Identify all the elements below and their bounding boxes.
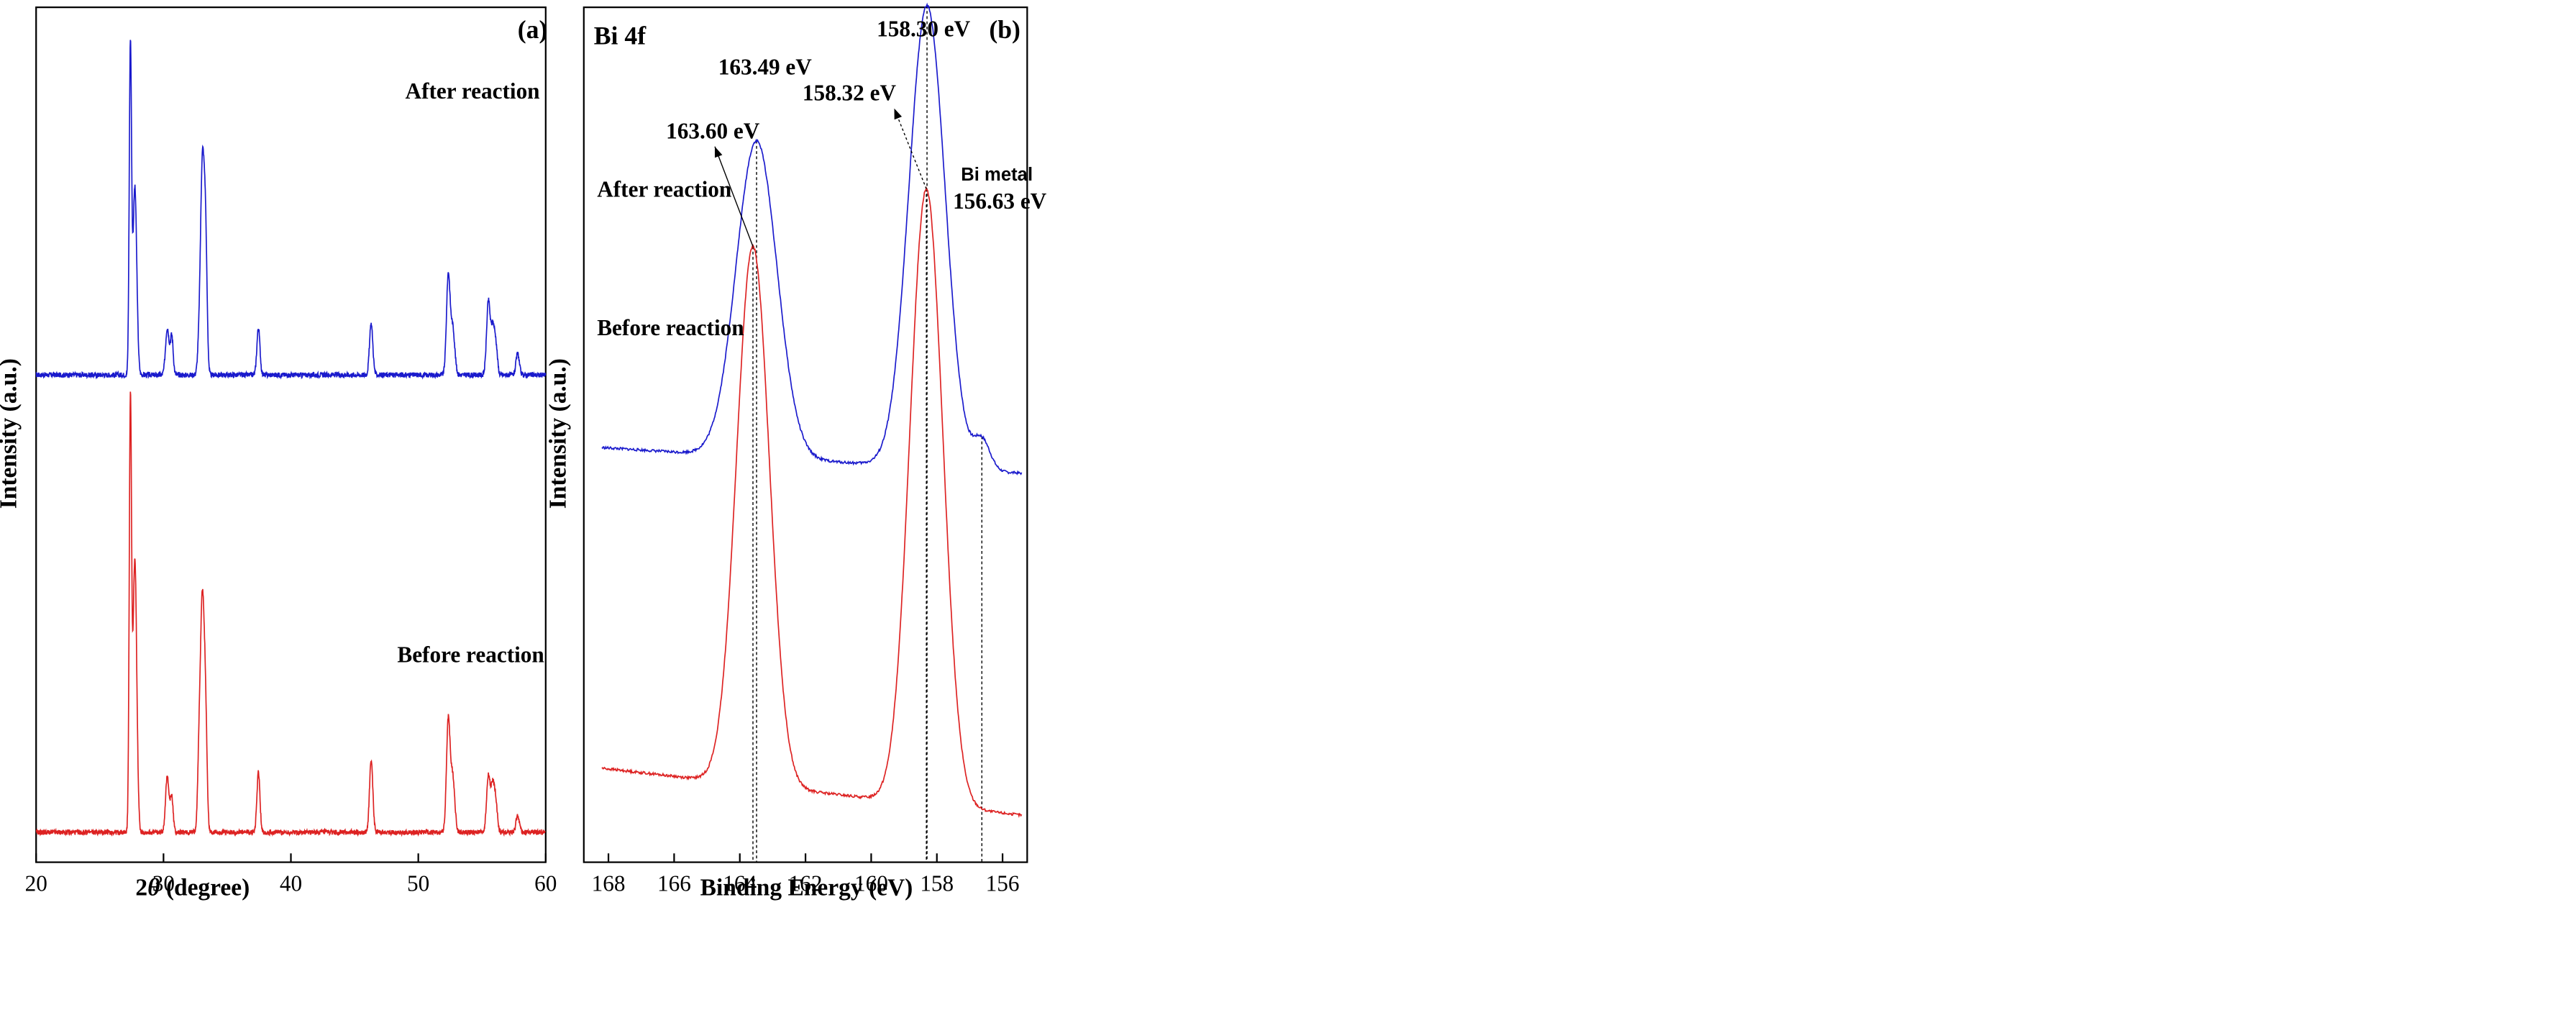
x-axis-title-a-symbol: θ <box>147 874 160 901</box>
x-tick-label-b: 156 <box>986 871 1020 896</box>
guide-lines-b <box>752 6 983 863</box>
series-label-before-a: Before reaction <box>397 642 544 668</box>
x-axis-title-a: 2θ (degree) <box>135 874 250 901</box>
shift-arrow-2 <box>893 108 927 189</box>
x-axis-title-a-prefix: 2 <box>135 874 147 901</box>
x-tick-label-a: 60 <box>534 871 557 896</box>
bi-metal-label: Bi metal <box>961 165 1033 185</box>
peak-label-before-1: 163.60 eV <box>666 119 760 144</box>
y-axis-title-b: Intensity (a.u.) <box>545 358 572 509</box>
panel-b-xps: 168 166 164 162 160 158 156 Bi 4f (b) 163.49 e… <box>545 2 1047 901</box>
y-axis-title-a: Intensity (a.u.) <box>0 358 22 509</box>
x-tick-label-b: 168 <box>592 871 626 896</box>
series-label-after-a: After reaction <box>406 78 540 104</box>
x-axis-title-a-suffix: (degree) <box>160 874 250 901</box>
plot-area-a <box>35 6 547 863</box>
chart-title-b: Bi 4f <box>594 21 647 50</box>
shift-arrow-1 <box>714 146 754 247</box>
shift-arrow-1-head <box>714 146 723 158</box>
shift-arrows <box>714 108 927 247</box>
x-tick-label-a: 20 <box>25 871 47 896</box>
panel-a-xrd: 20 30 40 50 60 (a) After reaction Before rea… <box>0 6 557 901</box>
shift-arrow-2-head <box>894 108 903 120</box>
series-label-before-b: Before reaction <box>597 315 744 340</box>
series-label-after-b: After reaction <box>597 176 731 201</box>
x-tick-label-b: 166 <box>657 871 691 896</box>
peak-label-before-2: 158.32 eV <box>803 81 897 106</box>
x-tick-label-b: 158 <box>920 871 954 896</box>
x-ticks-b: 168 166 164 162 160 158 156 <box>592 853 1020 896</box>
x-axis-title-b: Binding Energy (eV) <box>700 874 913 901</box>
x-tick-label-a: 40 <box>280 871 302 896</box>
x-tick-label-a: 50 <box>407 871 429 896</box>
xps-line-before <box>601 186 1023 819</box>
panel-label-b: (b) <box>989 15 1020 44</box>
x-tick-label-b: 160 <box>854 871 888 896</box>
panel-label-a: (a) <box>518 15 548 44</box>
x-tick-label-b: 164 <box>723 871 757 896</box>
peak-label-after-1: 163.49 eV <box>718 54 813 79</box>
peak-label-after-2: 158.30 eV <box>877 16 971 41</box>
xrd-line-before <box>35 391 546 837</box>
peak-label-metal: 156.63 eV <box>953 188 1047 214</box>
xps-line-after <box>601 2 1023 476</box>
x-ticks-a: 20 30 40 50 60 <box>25 853 557 896</box>
x-tick-label-a: 30 <box>152 871 175 896</box>
xrd-line-after <box>35 40 547 380</box>
x-tick-label-b: 162 <box>789 871 823 896</box>
